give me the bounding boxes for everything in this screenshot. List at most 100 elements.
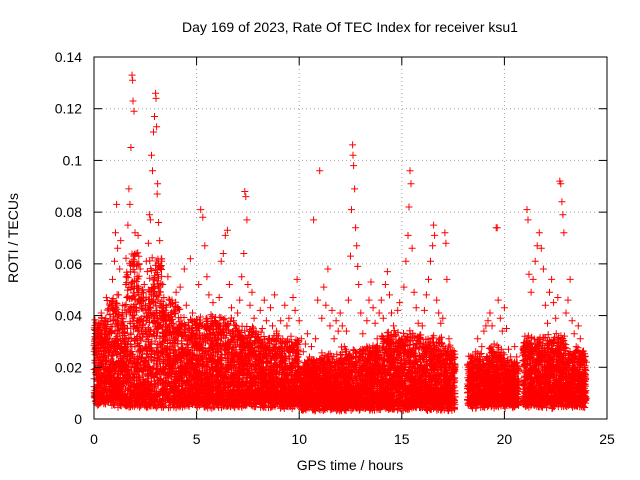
data-point <box>115 310 122 318</box>
data-point <box>122 254 130 262</box>
data-point <box>136 403 144 411</box>
data-point <box>118 309 126 316</box>
data-point <box>148 371 156 379</box>
data-point <box>146 274 154 282</box>
data-point <box>137 345 145 353</box>
data-point <box>127 348 135 356</box>
data-point <box>126 397 134 405</box>
data-point <box>138 326 145 334</box>
data-point <box>110 383 118 391</box>
data-point <box>161 317 169 325</box>
data-point <box>126 370 134 378</box>
data-point <box>138 322 146 330</box>
data-point <box>149 285 157 293</box>
grid-layer <box>94 57 607 419</box>
data-point <box>149 276 157 284</box>
data-point <box>112 306 120 314</box>
data-point <box>125 307 133 315</box>
data-point <box>125 351 133 359</box>
data-point <box>94 395 102 403</box>
data-point <box>105 386 113 394</box>
data-point <box>150 330 157 338</box>
chart-title: Day 169 of 2023, Rate Of TEC Index for r… <box>182 19 518 35</box>
data-point <box>148 254 156 262</box>
data-point <box>130 285 138 292</box>
data-point <box>141 358 149 366</box>
data-point <box>98 339 106 347</box>
data-point <box>94 323 102 331</box>
data-point <box>119 383 127 391</box>
data-point <box>124 286 132 294</box>
data-point <box>107 352 115 360</box>
data-point <box>133 262 141 270</box>
data-point <box>152 266 160 274</box>
data-point <box>134 324 141 332</box>
data-point <box>93 376 101 384</box>
data-point <box>127 268 135 276</box>
data-point <box>115 387 123 395</box>
data-point <box>124 379 132 387</box>
data-point <box>112 299 120 307</box>
data-point <box>114 370 122 378</box>
data-point <box>157 288 165 296</box>
data-point <box>94 360 102 368</box>
data-point <box>106 310 114 318</box>
data-point <box>104 343 111 351</box>
data-point <box>127 358 135 366</box>
data-point <box>126 318 134 326</box>
data-point <box>122 273 130 281</box>
data-point <box>124 393 132 400</box>
data-point <box>158 297 166 305</box>
data-point <box>128 374 136 382</box>
data-point <box>125 387 133 394</box>
data-point <box>137 402 145 410</box>
data-point <box>151 313 159 321</box>
data-point <box>150 280 158 288</box>
data-point <box>138 381 146 389</box>
data-point <box>152 302 160 310</box>
data-point <box>117 396 125 403</box>
data-point <box>142 317 150 325</box>
data-point <box>150 292 158 300</box>
data-point <box>131 363 139 370</box>
data-point <box>151 402 159 410</box>
data-point <box>124 371 132 379</box>
data-point <box>140 289 147 297</box>
data-point <box>147 388 155 396</box>
data-point <box>114 403 122 411</box>
data-point <box>97 375 105 383</box>
data-point <box>117 321 125 329</box>
data-point <box>153 306 161 314</box>
data-point <box>97 391 105 399</box>
data-point <box>150 363 158 371</box>
data-point <box>134 249 142 257</box>
data-point <box>146 344 154 352</box>
data-point <box>96 394 104 402</box>
data-point <box>103 375 111 383</box>
data-point <box>106 383 114 391</box>
data-point <box>149 356 157 364</box>
data-point <box>136 295 144 303</box>
data-point <box>148 267 156 275</box>
data-point <box>116 397 124 405</box>
data-point <box>136 331 144 339</box>
data-point <box>120 325 128 333</box>
data-point <box>146 303 154 311</box>
data-point <box>105 395 113 403</box>
points-layer <box>90 71 590 415</box>
data-point <box>136 342 144 350</box>
data-point <box>108 328 116 336</box>
data-point <box>116 361 124 369</box>
data-point <box>122 367 130 375</box>
data-point <box>148 339 156 347</box>
data-point <box>132 398 140 406</box>
data-point <box>106 397 114 405</box>
data-point <box>130 277 138 285</box>
data-point <box>124 340 132 348</box>
data-point <box>127 303 135 311</box>
data-point <box>138 392 146 400</box>
data-point <box>129 294 137 302</box>
data-point <box>124 324 131 332</box>
data-point <box>126 386 134 394</box>
data-point <box>113 305 121 313</box>
